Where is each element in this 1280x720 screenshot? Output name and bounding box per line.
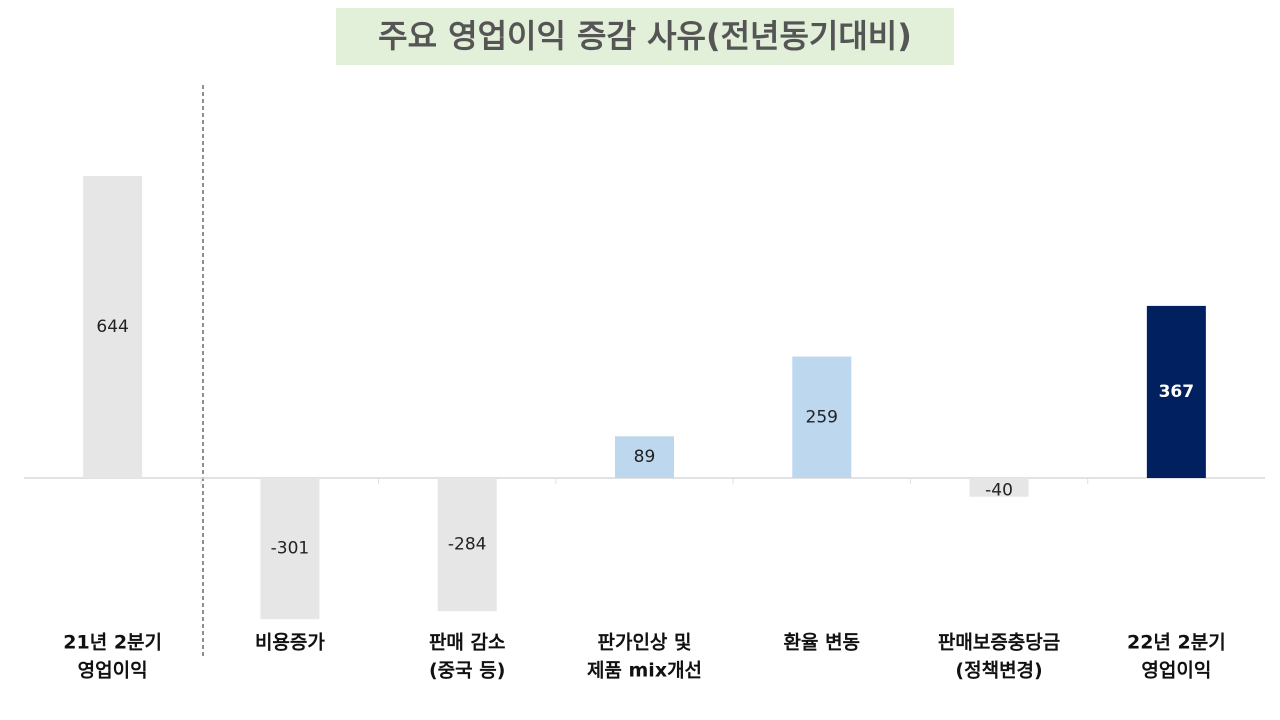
x-tick-label: 21년 2분기	[63, 632, 162, 654]
bar	[437, 478, 497, 612]
x-tick-label: 판매 감소	[429, 632, 506, 654]
bar	[1146, 305, 1206, 478]
x-tick-label: 영업이익	[1141, 660, 1211, 682]
bar	[615, 436, 674, 478]
value-label: 89	[634, 447, 656, 467]
chart-title: 주요 영업이익 증감 사유(전년동기대비)	[378, 17, 912, 55]
value-label: -40	[985, 480, 1013, 500]
x-tick-label: 환율 변동	[784, 632, 861, 654]
title-background	[336, 8, 954, 65]
bar	[969, 478, 1029, 497]
x-tick-label: 판매보증충당금	[938, 632, 1060, 654]
x-tick-label: (정책변경)	[955, 660, 1042, 682]
bar	[83, 176, 143, 478]
x-tick-label: 판가인상 및	[597, 632, 691, 654]
x-tick-label: (중국 등)	[429, 660, 505, 682]
value-label: 367	[1159, 382, 1195, 402]
value-label: -301	[271, 539, 310, 559]
x-tick-label: 영업이익	[78, 660, 148, 682]
value-label: -284	[448, 535, 487, 555]
value-label: 259	[806, 407, 838, 427]
bar	[260, 478, 320, 620]
value-label: 644	[96, 317, 128, 337]
x-tick-label: 22년 2분기	[1127, 632, 1226, 654]
x-tick-label: 비용증가	[255, 632, 325, 654]
bar	[792, 356, 852, 478]
x-tick-label: 제품 mix개선	[587, 660, 702, 682]
